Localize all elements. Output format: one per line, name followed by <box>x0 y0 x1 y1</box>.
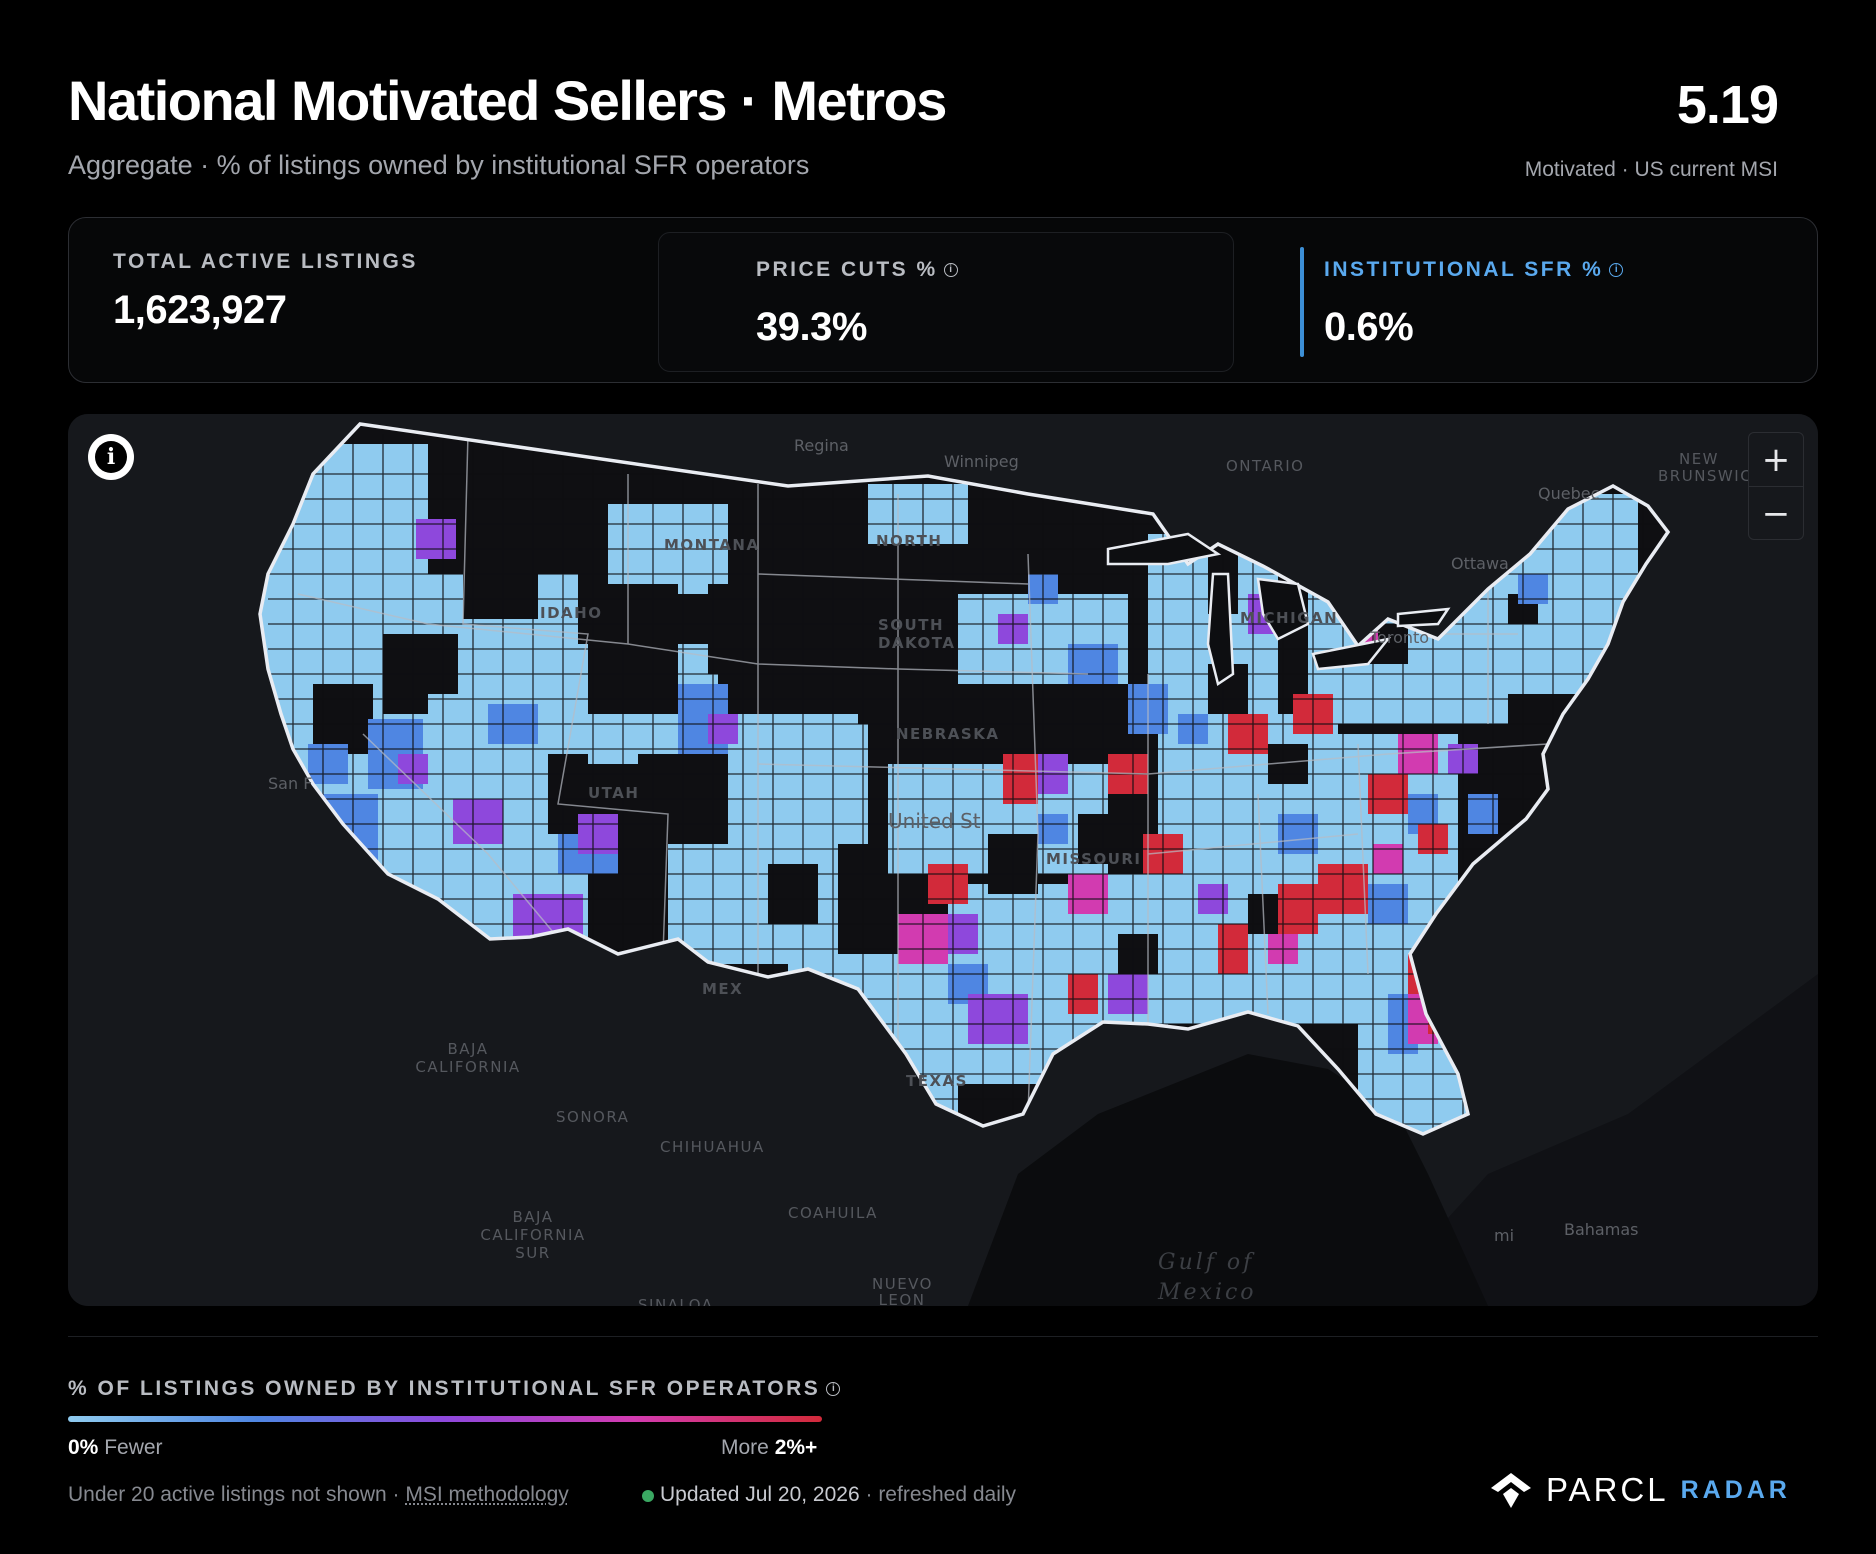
legend-high-label: More 2%+ <box>721 1436 817 1460</box>
map-label: NEBRASKA <box>896 725 1000 743</box>
active-indicator <box>1300 247 1304 357</box>
brand-product: RADAR <box>1680 1475 1791 1504</box>
stat-label: INSTITUTIONAL SFR % <box>1324 258 1604 281</box>
parcl-logo-icon <box>1491 1473 1531 1508</box>
map-label: Regina <box>794 436 849 455</box>
brand-logo[interactable]: PARCL RADAR <box>1488 1470 1791 1510</box>
stat-label: PRICE CUTS % <box>756 258 938 281</box>
map-label: UTAH <box>588 784 640 802</box>
map-label: BAJA CALIFORNIA <box>415 1040 521 1076</box>
msi-value: 5.19 <box>1676 75 1779 135</box>
zoom-out-button[interactable]: − <box>1761 493 1791 534</box>
info-icon[interactable]: i <box>1609 263 1624 278</box>
brand-name: PARCL <box>1546 1471 1669 1508</box>
map-label: NORTH <box>876 532 943 550</box>
legend-gradient-bar <box>68 1416 822 1422</box>
footer-note-text: Under 20 active listings not shown · <box>68 1483 406 1506</box>
map-label: United St <box>888 809 981 833</box>
msi-label: Motivated · US current MSI <box>1524 158 1778 181</box>
stat-label-row: INSTITUTIONAL SFR % i <box>1324 258 1624 282</box>
map-label: TEXAS <box>906 1072 968 1090</box>
map-label: CHIHUAHUA <box>660 1138 765 1156</box>
stat-label-row: PRICE CUTS % i <box>756 258 958 282</box>
map-label: San F <box>268 774 313 793</box>
map-label: MISSOURI <box>1046 850 1142 868</box>
legend-high-value: 2%+ <box>774 1436 818 1459</box>
map-label: IDAHO <box>540 604 603 622</box>
map-label: Gulf of Mexico <box>1158 1250 1257 1305</box>
page-subtitle: Aggregate · % of listings owned by insti… <box>68 150 810 180</box>
stat-value: 0.6% <box>1324 305 1414 349</box>
map-label: ONTARIO <box>1226 457 1305 475</box>
map-info-button[interactable]: i <box>88 434 134 480</box>
map-label: NUEVO LEON <box>872 1275 933 1306</box>
map-label: MICHIGAN <box>1240 609 1339 627</box>
footer-note: Under 20 active listings not shown · MSI… <box>68 1483 569 1507</box>
msi-methodology-link[interactable]: MSI methodology <box>405 1483 569 1506</box>
map-label: SINALOA <box>638 1296 714 1306</box>
stat-price-cuts[interactable]: PRICE CUTS % i 39.3% <box>658 218 1234 382</box>
stat-institutional-sfr[interactable]: INSTITUTIONAL SFR % i 0.6% <box>1232 218 1819 382</box>
map-label: COAHUILA <box>788 1204 878 1222</box>
map-label: Winnipeg <box>944 452 1019 471</box>
map-label: MONTANA <box>664 536 760 554</box>
legend-high-text: More <box>721 1436 769 1459</box>
map-label: NEW BRUNSWICK <box>1658 450 1764 485</box>
page-title: National Motivated Sellers · Metros <box>68 69 947 132</box>
map-label: mi <box>1494 1226 1515 1245</box>
refresh-note: · refreshed daily <box>859 1483 1017 1506</box>
choropleth-map[interactable]: Regina Winnipeg ONTARIO NEW BRUNSWICK Qu… <box>68 414 1818 1306</box>
map-label: SOUTH DAKOTA <box>878 616 956 652</box>
map-label: MEX <box>702 980 744 998</box>
info-icon[interactable]: i <box>826 1382 841 1397</box>
zoom-control: + − <box>1748 432 1804 540</box>
map-label: BAJA CALIFORNIA SUR <box>480 1208 586 1262</box>
legend-low-label: 0% Fewer <box>68 1436 163 1460</box>
map-label: Quebec <box>1538 484 1600 503</box>
status-dot-icon <box>642 1490 654 1502</box>
legend-low-text: Fewer <box>104 1436 163 1459</box>
zoom-in-button[interactable]: + <box>1749 433 1803 487</box>
divider <box>68 1336 1818 1337</box>
legend-low-value: 0% <box>68 1436 99 1459</box>
stat-value: 1,623,927 <box>113 288 287 332</box>
stat-total-active-listings[interactable]: TOTAL ACTIVE LISTINGS 1,623,927 <box>69 218 658 382</box>
map-canvas[interactable] <box>68 414 1818 1306</box>
stats-panel: TOTAL ACTIVE LISTINGS 1,623,927 PRICE CU… <box>68 217 1818 383</box>
update-status: Updated Jul 20, 2026 · refreshed daily <box>642 1483 1016 1507</box>
info-icon[interactable]: i <box>943 263 958 278</box>
map-label: Ottawa <box>1451 554 1509 573</box>
map-label: SONORA <box>556 1108 630 1126</box>
updated-date: Updated Jul 20, 2026 <box>660 1483 860 1506</box>
stat-value: 39.3% <box>756 305 867 349</box>
map-label: Toronto <box>1370 628 1430 647</box>
stat-label: TOTAL ACTIVE LISTINGS <box>113 250 418 273</box>
stat-card <box>658 232 1234 372</box>
legend-title: % OF LISTINGS OWNED BY INSTITUTIONAL SFR… <box>68 1377 841 1401</box>
map-label: Bahamas <box>1564 1220 1639 1239</box>
legend-title-text: % OF LISTINGS OWNED BY INSTITUTIONAL SFR… <box>68 1377 821 1400</box>
info-icon: i <box>95 441 127 473</box>
